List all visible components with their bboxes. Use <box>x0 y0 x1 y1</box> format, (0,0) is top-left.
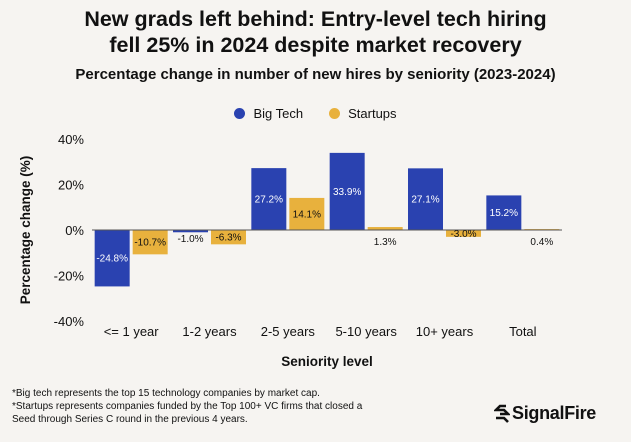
bar-startups <box>132 230 168 255</box>
bar-startups <box>289 197 325 230</box>
x-tick-label: 2-5 years <box>261 324 316 339</box>
x-tick-label: 1-2 years <box>182 324 237 339</box>
signalfire-logo-icon <box>494 404 510 423</box>
data-label-big-tech: 27.1% <box>411 195 439 206</box>
chart-title: New grads left behind: Entry-level tech … <box>0 6 631 58</box>
legend-item-startups: Startups <box>329 106 397 121</box>
legend-swatch-startups <box>329 108 341 119</box>
footnote-big-tech: *Big tech represents the top 15 technolo… <box>12 388 320 399</box>
chart-subtitle: Percentage change in number of new hires… <box>75 66 556 83</box>
bar-startups <box>367 227 403 230</box>
bar-big-tech <box>486 195 522 230</box>
x-tick-label: 10+ years <box>416 324 474 339</box>
y-tick-label: 20% <box>58 178 84 193</box>
title-line-1: New grads left behind: Entry-level tech … <box>84 7 547 31</box>
data-label-big-tech: 33.9% <box>333 187 361 198</box>
bar-big-tech <box>251 168 287 230</box>
data-label-big-tech: -24.8% <box>96 254 128 265</box>
bar-startups <box>446 230 481 237</box>
legend-label-big-tech: Big Tech <box>253 106 304 121</box>
y-tick-label: -40% <box>54 314 85 329</box>
data-label-startups: 0.4% <box>530 237 553 248</box>
bar-big-tech <box>94 230 130 287</box>
x-tick-label: 5-10 years <box>335 324 397 339</box>
legend: Big Tech Startups <box>0 106 631 121</box>
footnote-startups: *Startups represents companies funded by… <box>12 401 363 412</box>
signalfire-logo: SignalFire <box>494 403 596 424</box>
data-label-big-tech: 27.2% <box>255 195 283 206</box>
bar-big-tech <box>173 230 208 233</box>
x-tick-label: <= 1 year <box>104 324 160 339</box>
bar-chart: 40% 20% 0% -20% -40% -24.8% -10.7% -1.0% -6.3% 27… <box>18 132 562 369</box>
footnote-startups-cont: Seed through Series C round in the previ… <box>12 414 248 425</box>
data-label-big-tech: 15.2% <box>490 208 518 219</box>
bar-big-tech <box>408 168 443 230</box>
y-tick-label: -20% <box>54 269 85 284</box>
data-label-big-tech: -1.0% <box>177 234 203 245</box>
data-label-startups: 14.1% <box>293 209 321 220</box>
legend-item-big-tech: Big Tech <box>234 106 303 121</box>
legend-label-startups: Startups <box>348 106 397 121</box>
title-line-2: fell 25% in 2024 despite market recovery <box>109 33 522 57</box>
legend-swatch-big-tech <box>234 108 246 119</box>
y-axis-title: Percentage change (%) <box>18 156 33 305</box>
x-axis-title: Seniority level <box>281 354 373 369</box>
data-label-startups: 1.3% <box>374 237 397 248</box>
bar-big-tech <box>329 152 365 230</box>
data-label-startups: -6.3% <box>215 233 241 244</box>
x-tick-label: Total <box>509 324 537 339</box>
y-tick-label: 0% <box>65 223 84 238</box>
footnotes: *Big tech represents the top 15 technolo… <box>12 387 362 426</box>
data-label-startups: -10.7% <box>134 238 166 249</box>
logo-text: SignalFire <box>512 403 597 423</box>
data-label-startups: -3.0% <box>450 229 476 240</box>
y-tick-label: 40% <box>58 132 84 147</box>
bar-startups <box>211 230 246 245</box>
